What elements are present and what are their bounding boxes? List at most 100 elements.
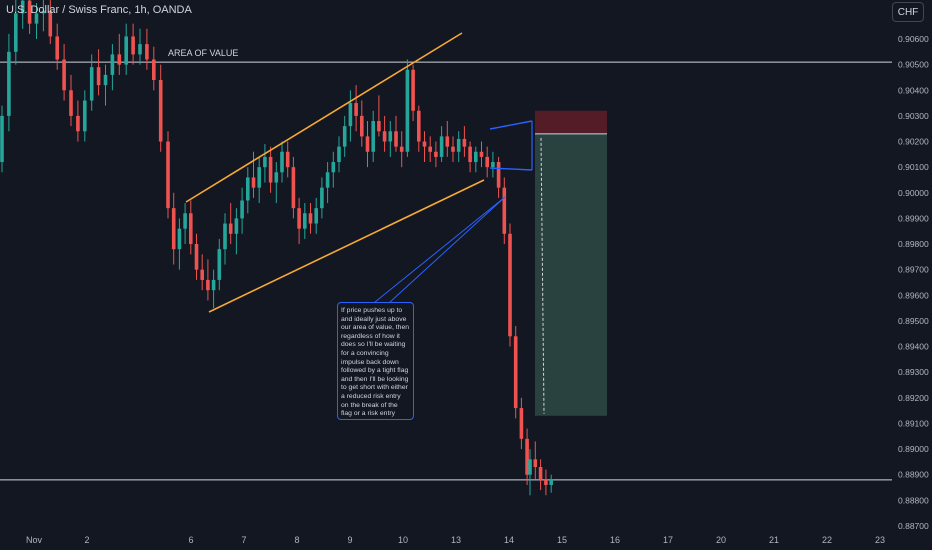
candle-body — [117, 54, 122, 65]
candle-body — [439, 136, 444, 157]
flag-lower-line — [489, 167, 533, 171]
candle-body — [62, 59, 66, 91]
time-tick-label: 6 — [188, 535, 193, 545]
candle — [325, 162, 330, 204]
candle-body — [479, 151, 484, 157]
candle — [348, 90, 353, 142]
time-tick-label: 17 — [663, 535, 673, 545]
candle-body — [428, 146, 432, 152]
candle — [0, 105, 4, 173]
take-profit-zone — [535, 133, 607, 416]
candle — [434, 141, 438, 168]
candle-body — [103, 74, 108, 86]
candle — [411, 64, 415, 122]
candle-body — [124, 36, 128, 65]
candle — [138, 28, 142, 65]
candle — [303, 203, 307, 239]
candle — [246, 167, 250, 214]
candle-body — [7, 51, 11, 116]
candle-body — [405, 69, 410, 152]
candle — [528, 449, 532, 496]
callout-pointer-b — [389, 196, 506, 303]
candle — [479, 141, 484, 168]
candle-body — [34, 13, 39, 24]
candle-body — [158, 80, 163, 142]
candle-body — [20, 0, 25, 14]
candle-body — [342, 126, 347, 147]
candle-body — [462, 138, 467, 147]
candle-body — [394, 131, 398, 147]
candle — [337, 136, 341, 173]
candlestick-series — [0, 0, 553, 496]
candle — [297, 197, 301, 245]
candle — [525, 428, 529, 485]
candle-body — [417, 110, 421, 142]
candle-body — [544, 479, 548, 485]
candle-body — [337, 146, 341, 163]
candle-body — [549, 479, 553, 485]
candle-body — [257, 167, 261, 188]
candle-body — [55, 36, 59, 60]
candle-body — [485, 156, 489, 168]
candle — [228, 203, 233, 245]
candle-body — [285, 151, 290, 168]
candle-body — [194, 244, 199, 270]
candle — [519, 397, 524, 450]
candle-body — [382, 131, 387, 142]
candle-body — [502, 187, 507, 234]
candle — [314, 197, 318, 234]
candle-body — [354, 103, 358, 116]
currency-button[interactable]: CHF — [892, 2, 924, 22]
price-tick-label: 0.89600 — [898, 290, 929, 300]
price-axis[interactable]: 0.90600 0.90500 0.90400 0.90300 0.90200 0.901… — [892, 0, 932, 550]
time-tick-label: 22 — [822, 535, 832, 545]
candle — [474, 146, 478, 173]
candle — [211, 269, 216, 309]
candle-body — [533, 459, 538, 468]
candle — [217, 238, 222, 291]
candle — [538, 459, 543, 491]
candle-body — [138, 44, 142, 55]
candle — [177, 218, 182, 270]
annotation-note[interactable]: If price pushes up to and ideally just a… — [337, 302, 414, 420]
candle — [83, 90, 87, 142]
candle-body — [297, 208, 301, 229]
time-tick-label: 14 — [504, 535, 514, 545]
candle — [502, 177, 507, 245]
candle-body — [325, 172, 330, 188]
candle — [69, 74, 73, 127]
candle-body — [308, 213, 313, 224]
candle-body — [41, 10, 46, 14]
time-tick-label: 20 — [716, 535, 726, 545]
candle — [360, 100, 364, 147]
candle-body — [69, 90, 73, 116]
candle — [62, 44, 66, 101]
candle-body — [217, 249, 222, 280]
candle-body — [491, 162, 495, 168]
candle — [103, 64, 108, 106]
candle — [206, 259, 210, 301]
position-zones — [535, 110, 607, 416]
candle — [268, 146, 273, 193]
price-tick-label: 0.88800 — [898, 495, 929, 505]
candle-body — [76, 115, 80, 132]
candle — [308, 203, 313, 234]
candle-body — [83, 100, 87, 132]
candle-body — [0, 115, 4, 163]
candle — [513, 326, 518, 419]
candle — [20, 0, 25, 29]
candle-body — [131, 36, 135, 55]
time-axis[interactable]: Nov 2 6 7 8 9 10 13 14 15 16 17 20 21 22 23 — [26, 535, 885, 545]
candle — [388, 121, 393, 157]
candle-body — [371, 121, 375, 152]
price-tick-label: 0.90600 — [898, 34, 929, 44]
price-tick-label: 0.88900 — [898, 470, 929, 480]
candle — [263, 144, 267, 183]
candle — [131, 23, 135, 65]
time-tick-label: 9 — [347, 535, 352, 545]
channel-lower-line — [208, 179, 485, 313]
candle-body — [508, 233, 512, 337]
candle-body — [474, 151, 478, 163]
candle-body — [211, 279, 216, 291]
